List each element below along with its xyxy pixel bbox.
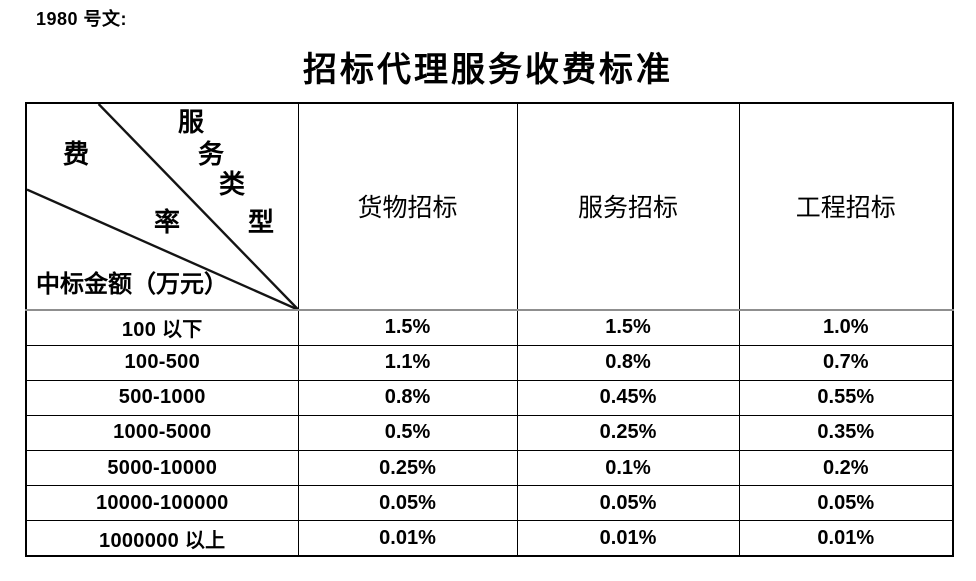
fee-value-cell: 0.05% xyxy=(297,485,518,522)
fee-value-cell: 0.05% xyxy=(516,485,740,522)
fee-value-cell: 1.1% xyxy=(297,344,518,381)
row-label-cell: 100-500 xyxy=(25,344,299,381)
fee-value-cell: 0.2% xyxy=(738,449,954,487)
diagonal-divider-lines xyxy=(27,104,298,309)
corner-type-char-4: 型 xyxy=(248,208,275,237)
table-row: 1000-5000 0.5% 0.25% 0.35% xyxy=(25,414,954,451)
row-label-cell: 1000-5000 xyxy=(25,414,299,451)
fee-standard-table: 费 率 服 务 类 型 中标金额（万元） 货物招标 服务招标 工程招标 100 … xyxy=(25,102,954,557)
corner-fee-char-1: 费 xyxy=(63,140,90,169)
fee-value-cell: 0.8% xyxy=(297,379,518,416)
row-label-cell: 500-1000 xyxy=(25,379,299,416)
table-row: 100-500 1.1% 0.8% 0.7% xyxy=(25,344,954,381)
fee-value-cell: 0.05% xyxy=(738,485,954,522)
corner-amount-label: 中标金额（万元） xyxy=(36,272,228,298)
row-label-cell: 5000-10000 xyxy=(25,449,299,487)
row-label-cell: 100 以下 xyxy=(25,309,299,346)
table-row: 500-1000 0.8% 0.45% 0.55% xyxy=(25,379,954,416)
corner-type-char-1: 服 xyxy=(178,108,205,137)
fee-value-cell: 0.45% xyxy=(516,379,740,416)
column-header-services: 服务招标 xyxy=(516,102,740,311)
fee-value-cell: 0.5% xyxy=(297,414,518,451)
fee-value-cell: 0.01% xyxy=(297,520,518,557)
corner-fee-char-2: 率 xyxy=(154,208,181,237)
table-row: 100 以下 1.5% 1.5% 1.0% xyxy=(25,309,954,346)
fee-value-cell: 0.1% xyxy=(516,449,740,487)
table-row: 5000-10000 0.25% 0.1% 0.2% xyxy=(25,449,954,487)
column-header-works: 工程招标 xyxy=(738,102,954,311)
fee-value-cell: 1.5% xyxy=(297,309,518,346)
row-label-cell: 10000-100000 xyxy=(25,485,299,522)
doc-number: 1980 号文: xyxy=(36,9,128,29)
fee-value-cell: 0.55% xyxy=(738,379,954,416)
fee-value-cell: 0.8% xyxy=(516,344,740,381)
diagonal-corner-cell: 费 率 服 务 类 型 中标金额（万元） xyxy=(25,102,299,311)
fee-value-cell: 1.0% xyxy=(738,309,954,346)
corner-type-char-3: 类 xyxy=(219,170,246,199)
column-header-goods: 货物招标 xyxy=(297,102,518,311)
fee-value-cell: 1.5% xyxy=(516,309,740,346)
fee-value-cell: 0.25% xyxy=(516,414,740,451)
table-header-row: 费 率 服 务 类 型 中标金额（万元） 货物招标 服务招标 工程招标 xyxy=(25,102,954,311)
fee-value-cell: 0.25% xyxy=(297,449,518,487)
row-label-cell: 1000000 以上 xyxy=(25,520,299,557)
page-title: 招标代理服务收费标准 xyxy=(303,52,673,89)
corner-type-char-2: 务 xyxy=(198,140,225,169)
fee-value-cell: 0.7% xyxy=(738,344,954,381)
fee-value-cell: 0.01% xyxy=(516,520,740,557)
fee-value-cell: 0.01% xyxy=(738,520,954,557)
table-row: 10000-100000 0.05% 0.05% 0.05% xyxy=(25,485,954,522)
fee-value-cell: 0.35% xyxy=(738,414,954,451)
table-row: 1000000 以上 0.01% 0.01% 0.01% xyxy=(25,520,954,557)
